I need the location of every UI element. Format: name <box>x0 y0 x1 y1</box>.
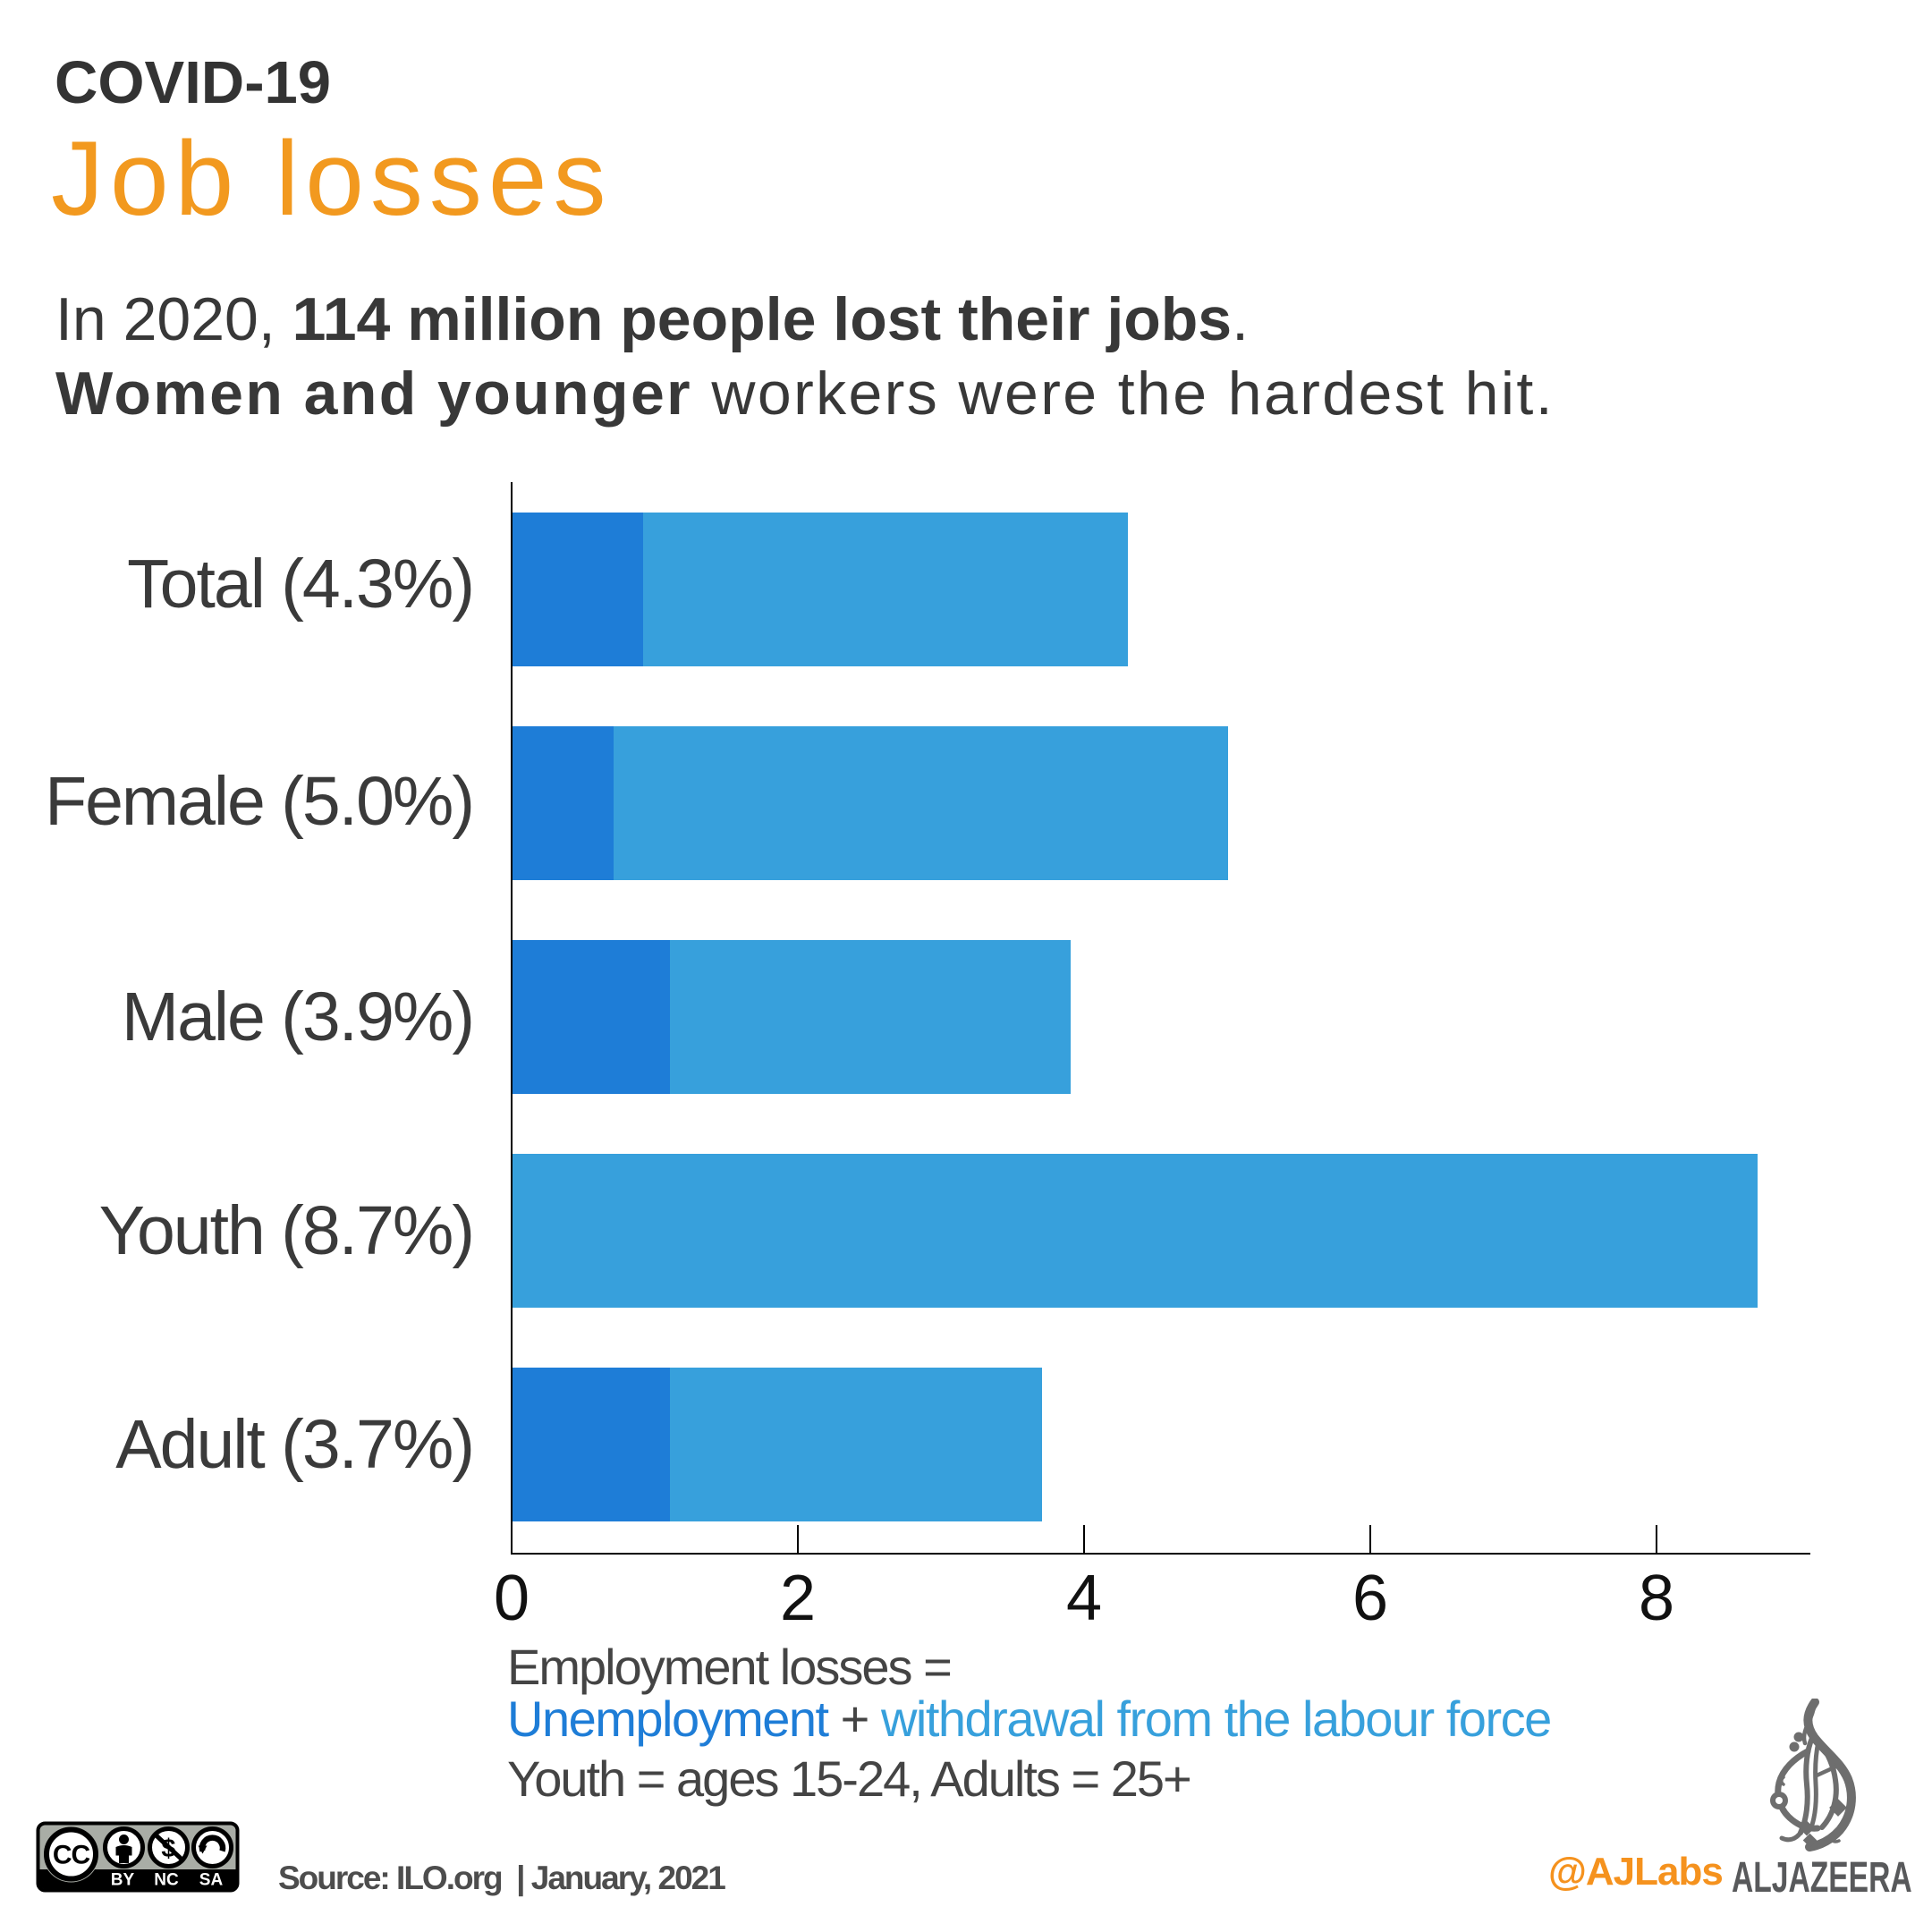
svg-text:NC: NC <box>154 1871 179 1890</box>
svg-text:SA: SA <box>199 1871 224 1890</box>
svg-text:CC: CC <box>53 1841 90 1870</box>
svg-text:BY: BY <box>111 1871 135 1890</box>
